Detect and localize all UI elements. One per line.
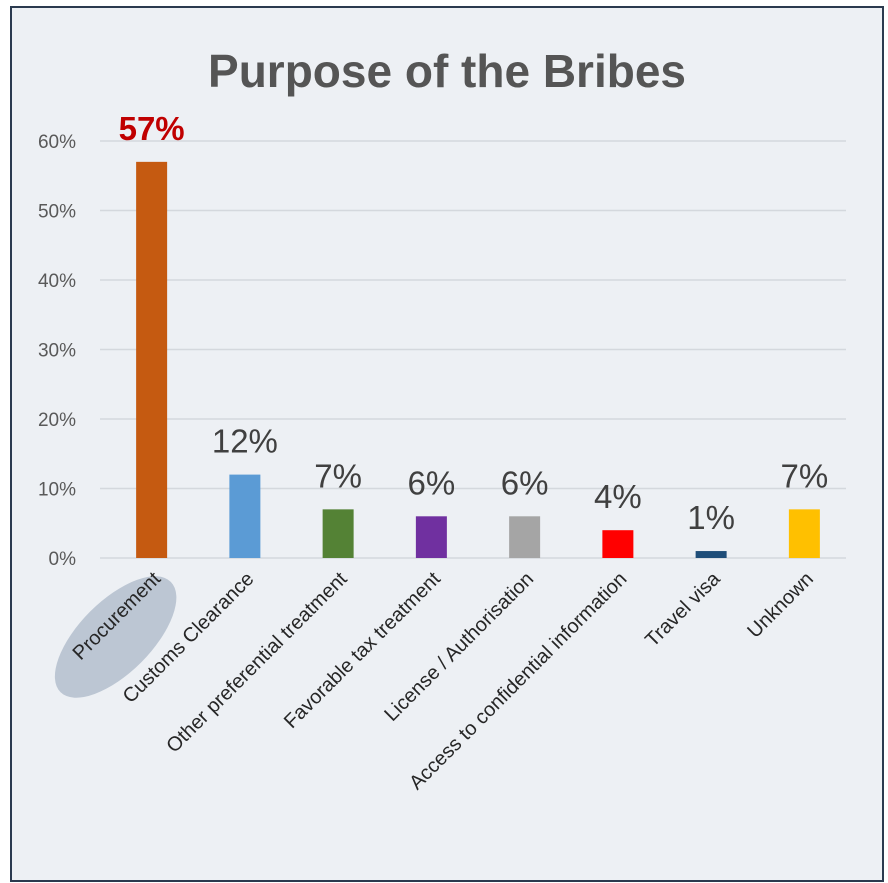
category-label: Other preferential treatment <box>162 568 352 758</box>
data-label: 6% <box>501 464 549 501</box>
y-tick-label: 20% <box>38 410 76 431</box>
y-tick-label: 60% <box>38 132 76 153</box>
data-label: 1% <box>687 499 735 536</box>
bar-chart: 0%10%20%30%40%50%60% 57%Procurement12%Cus… <box>38 110 846 794</box>
chart-frame: Purpose of the Bribes 0% 10% 20% 30% 40% 50% 6… <box>10 6 884 882</box>
category-label: Travel visa <box>641 567 725 651</box>
bar <box>415 516 447 558</box>
bar <box>136 161 168 558</box>
data-label: 7% <box>781 457 829 494</box>
category-label: License / Authorisation <box>380 568 538 726</box>
highlight-ellipse-shape <box>54 576 177 698</box>
bar <box>788 509 820 558</box>
y-tick-label: 40% <box>38 271 76 292</box>
bar <box>229 474 261 558</box>
y-tick-label: 50% <box>38 202 76 223</box>
data-label: 7% <box>314 457 362 494</box>
highlight-ellipse <box>54 576 177 698</box>
data-label: 6% <box>408 464 456 501</box>
chart-title: Purpose of the Bribes <box>208 45 686 97</box>
bar <box>602 530 634 558</box>
data-label: 57% <box>119 110 185 147</box>
y-tick-label: 0% <box>49 549 77 570</box>
bar <box>695 551 727 558</box>
bar <box>322 509 354 558</box>
category-label: Favorable tax treatment <box>280 568 445 733</box>
data-label: 4% <box>594 478 642 515</box>
bar <box>509 516 541 558</box>
y-tick-label: 10% <box>38 480 76 501</box>
y-tick-label: 30% <box>38 341 76 362</box>
category-label: Unknown <box>743 568 818 643</box>
data-label: 12% <box>212 423 278 460</box>
